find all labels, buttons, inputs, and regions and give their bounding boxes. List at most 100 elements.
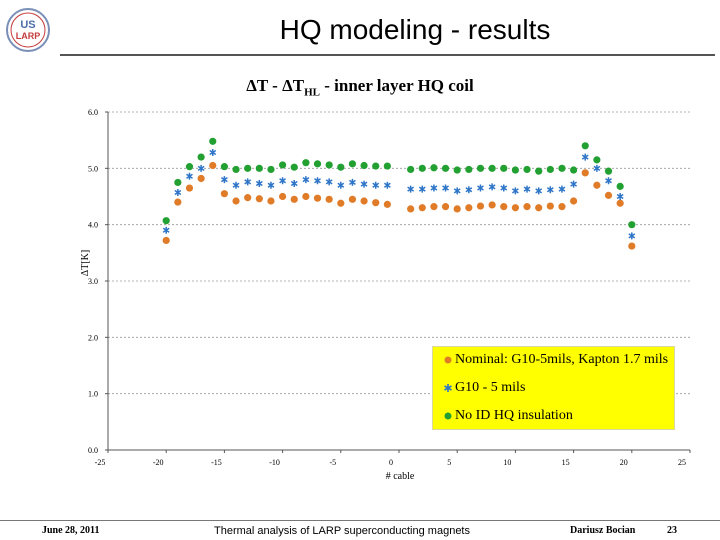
data-point-nominal bbox=[535, 204, 543, 212]
chart-title-tail: - inner layer HQ coil bbox=[319, 76, 474, 95]
data-point-nominal bbox=[441, 203, 450, 211]
data-point-nominal bbox=[220, 190, 228, 198]
data-point-nominal bbox=[197, 174, 205, 183]
x-tick-label: -25 bbox=[95, 458, 106, 467]
data-point-g10 bbox=[546, 186, 554, 194]
x-tick-label: -5 bbox=[329, 458, 336, 467]
logo-text-bottom: LARP bbox=[16, 31, 41, 41]
data-point-nominal bbox=[604, 191, 613, 199]
data-point-no-id bbox=[185, 163, 194, 171]
data-point-no-id bbox=[535, 167, 543, 175]
y-tick-label: 6.0 bbox=[88, 108, 98, 117]
data-point-no-id bbox=[488, 164, 496, 172]
data-point-g10 bbox=[488, 183, 496, 191]
x-tick-label: 20 bbox=[620, 458, 628, 467]
y-axis-label: ΔT[K] bbox=[80, 250, 91, 276]
data-point-nominal bbox=[570, 197, 578, 205]
legend-label-g10: G10 - 5 mils bbox=[455, 380, 526, 395]
data-point-nominal bbox=[255, 195, 263, 203]
x-axis-label: # cable bbox=[386, 471, 415, 482]
data-point-g10 bbox=[232, 181, 240, 189]
x-tick-label: -15 bbox=[211, 458, 222, 467]
legend-item-g10: G10 - 5 mils bbox=[443, 380, 525, 396]
data-point-nominal bbox=[616, 199, 624, 207]
data-point-no-id bbox=[360, 161, 368, 170]
legend-marker-nominal bbox=[444, 356, 452, 364]
data-point-g10 bbox=[290, 180, 298, 188]
data-point-g10 bbox=[511, 187, 519, 195]
data-point-no-id bbox=[255, 164, 263, 172]
data-point-nominal bbox=[302, 192, 310, 201]
data-point-nominal bbox=[488, 201, 496, 209]
data-point-no-id bbox=[593, 156, 601, 164]
data-point-g10 bbox=[197, 164, 205, 172]
chart-marks bbox=[162, 137, 636, 250]
footer-date: June 28, 2011 bbox=[42, 525, 100, 536]
data-point-g10 bbox=[523, 185, 531, 193]
x-tick-label: -20 bbox=[153, 458, 164, 467]
data-point-g10 bbox=[570, 180, 578, 188]
y-tick-label: 3.0 bbox=[88, 277, 98, 286]
data-point-no-id bbox=[523, 165, 531, 174]
data-point-no-id bbox=[209, 137, 217, 145]
data-point-no-id bbox=[430, 164, 438, 172]
legend-marker-no-id bbox=[444, 412, 452, 420]
x-tick-label: 25 bbox=[678, 458, 686, 467]
data-point-nominal bbox=[209, 161, 217, 170]
data-point-no-id bbox=[476, 164, 485, 172]
data-point-g10 bbox=[407, 185, 415, 193]
data-point-nominal bbox=[581, 169, 589, 177]
chart-legend: Nominal: G10-5mils, Kapton 1.7 mils G10 … bbox=[432, 346, 675, 430]
chart-tick-labels: 0.0 1.0 2.0 3.0 4.0 5.0 6.0 -25 -20 -15 -10 -5 0 5 10 1… bbox=[88, 108, 686, 467]
data-point-nominal bbox=[372, 199, 380, 207]
data-point-nominal bbox=[465, 204, 473, 212]
footer-author: Dariusz Bocian bbox=[570, 525, 636, 536]
logo-text-top: US bbox=[20, 19, 35, 31]
data-point-no-id bbox=[453, 166, 461, 174]
data-point-no-id bbox=[581, 142, 589, 150]
x-tick-label: -10 bbox=[269, 458, 280, 467]
data-point-g10 bbox=[430, 184, 438, 192]
data-point-nominal bbox=[511, 204, 519, 212]
data-point-g10 bbox=[616, 193, 624, 200]
legend-label-nominal: Nominal: G10-5mils, Kapton 1.7 mils bbox=[455, 352, 669, 367]
y-tick-label: 5.0 bbox=[88, 164, 98, 173]
data-point-no-id bbox=[267, 165, 275, 174]
data-point-g10 bbox=[465, 186, 473, 194]
data-point-g10 bbox=[360, 180, 368, 188]
data-point-g10 bbox=[558, 185, 566, 193]
data-point-g10 bbox=[244, 178, 252, 186]
data-point-g10 bbox=[593, 164, 601, 172]
data-point-no-id bbox=[616, 182, 624, 190]
data-point-g10 bbox=[267, 181, 275, 189]
data-point-nominal bbox=[546, 202, 554, 210]
footer-page-number: 23 bbox=[667, 525, 677, 536]
data-point-g10 bbox=[535, 187, 543, 195]
data-point-no-id bbox=[604, 167, 613, 175]
data-point-g10 bbox=[325, 178, 333, 186]
data-point-nominal bbox=[185, 184, 194, 192]
data-point-nominal bbox=[348, 195, 357, 203]
data-point-g10 bbox=[337, 181, 345, 189]
data-point-g10 bbox=[605, 177, 612, 185]
data-point-nominal bbox=[325, 195, 333, 203]
data-point-nominal bbox=[162, 236, 170, 245]
data-point-g10 bbox=[581, 153, 589, 161]
data-point-g10 bbox=[302, 176, 310, 184]
data-point-nominal bbox=[313, 194, 322, 202]
data-point-no-id bbox=[558, 164, 566, 172]
data-point-g10 bbox=[477, 184, 484, 192]
data-point-g10 bbox=[279, 177, 287, 185]
data-point-nominal bbox=[244, 194, 252, 202]
data-point-g10 bbox=[349, 178, 356, 186]
data-point-no-id bbox=[232, 165, 240, 174]
data-point-nominal bbox=[279, 192, 287, 201]
data-point-nominal bbox=[267, 197, 275, 205]
data-point-g10 bbox=[314, 177, 321, 185]
data-point-no-id bbox=[407, 165, 415, 174]
x-tick-label: 10 bbox=[503, 458, 511, 467]
data-point-no-id bbox=[465, 165, 473, 174]
data-point-nominal bbox=[430, 203, 438, 211]
data-point-no-id bbox=[244, 164, 252, 172]
